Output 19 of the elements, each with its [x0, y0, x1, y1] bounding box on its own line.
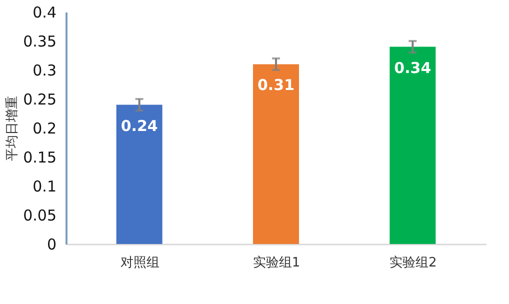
- y-tick-label: 0.25: [23, 90, 56, 108]
- y-tick-label: 0.4: [32, 4, 56, 22]
- y-tick-label: 0.05: [23, 206, 56, 224]
- y-tick-label: 0.2: [32, 120, 56, 138]
- y-tick-label: 0.15: [23, 148, 56, 166]
- x-tick-label: 对照组: [120, 256, 160, 270]
- y-tick-label: 0: [46, 236, 56, 254]
- y-tick-label: 0.1: [32, 178, 56, 196]
- y-axis-title: 平均日增重: [5, 96, 20, 161]
- bar: [253, 64, 299, 244]
- y-tick-label: 0.3: [32, 62, 56, 80]
- data-label: 0.24: [120, 116, 158, 135]
- x-tick-label: 实验组2: [390, 256, 437, 270]
- bar: [116, 104, 162, 244]
- data-label: 0.34: [394, 58, 432, 77]
- y-tick-label: 0.35: [23, 32, 56, 50]
- bar: [390, 46, 436, 244]
- x-tick-label: 实验组1: [252, 256, 300, 270]
- data-label: 0.31: [257, 76, 295, 94]
